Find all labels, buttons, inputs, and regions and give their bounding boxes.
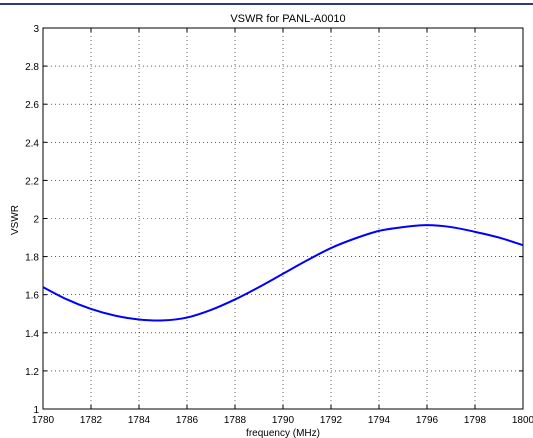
x-tick-label: 1792: [320, 415, 343, 426]
vswr-series-line: [42, 224, 524, 322]
x-axis-label: frequency (MHz): [246, 428, 320, 438]
x-tick-label: 1794: [368, 415, 391, 426]
y-tick-label: 1: [33, 405, 39, 416]
y-axis-label: VSWR: [10, 205, 21, 235]
y-tick-label: 3: [33, 24, 39, 35]
x-tick-label: 1790: [272, 415, 295, 426]
chart-title: VSWR for PANL-A0010: [230, 13, 345, 25]
y-tick-label: 1.4: [25, 329, 39, 340]
x-tick-labels: 1780 1782 1784 1786 1788 1790 1792 1794 1796 1798…: [32, 415, 533, 426]
y-tick-labels: 1 1.2 1.4 1.6 1.8 2 2.2 2.4 2.6 2.8 3: [25, 24, 39, 416]
x-tick-label: 1796: [416, 415, 439, 426]
x-tick-label: 1798: [464, 415, 487, 426]
grid-lines: [43, 28, 523, 409]
x-tick-label: 1788: [224, 415, 247, 426]
y-tick-label: 1.8: [25, 253, 39, 264]
y-tick-label: 2.4: [25, 138, 39, 149]
x-tick-label: 1784: [128, 415, 151, 426]
y-tick-label: 2.8: [25, 62, 39, 73]
tick-marks: [42, 27, 524, 410]
x-tick-label: 1780: [32, 415, 55, 426]
y-tick-label: 1.6: [25, 291, 39, 302]
y-tick-label: 1.2: [25, 367, 39, 378]
top-border-rule: [0, 3, 533, 5]
x-tick-label: 1782: [80, 415, 103, 426]
y-tick-label: 2.6: [25, 100, 39, 111]
x-tick-label: 1800: [512, 415, 533, 426]
y-tick-label: 2: [33, 215, 39, 226]
x-tick-label: 1786: [176, 415, 199, 426]
y-tick-label: 2.2: [25, 176, 39, 187]
